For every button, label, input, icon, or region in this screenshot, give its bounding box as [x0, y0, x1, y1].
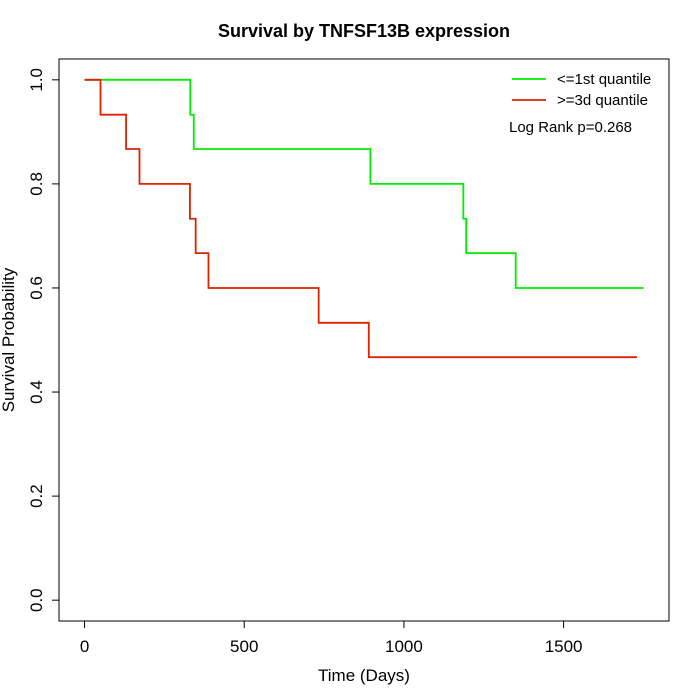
x-axis: 0 500 1000 1500	[80, 620, 583, 656]
survival-curve-low	[84, 78, 644, 289]
x-tick-label: 1000	[385, 637, 423, 656]
y-tick-label: 0.2	[27, 484, 46, 508]
survival-curve-high	[84, 78, 638, 359]
y-axis-label: Survival Probability	[0, 267, 18, 412]
y-axis: 0.0 0.2 0.4 0.6 0.8 1.0	[27, 68, 60, 612]
x-axis-label: Time (Days)	[318, 666, 410, 685]
x-tick-label: 0	[80, 637, 89, 656]
chart-title: Survival by TNFSF13B expression	[218, 21, 510, 41]
plot-frame	[58, 58, 670, 622]
y-tick-label: 0.6	[27, 276, 46, 300]
logrank-annotation: Log Rank p=0.268	[509, 119, 632, 136]
y-tick-label: 0.0	[27, 588, 46, 612]
legend: <=1st quantile >=3d quantile	[512, 71, 651, 109]
survival-curves	[84, 78, 644, 359]
y-tick-label: 0.8	[27, 172, 46, 196]
legend-label-low: <=1st quantile	[557, 71, 651, 88]
y-tick-label: 1.0	[27, 68, 46, 92]
y-tick-label: 0.4	[27, 380, 46, 404]
legend-label-high: >=3d quantile	[557, 92, 648, 109]
x-tick-label: 500	[230, 637, 258, 656]
x-tick-label: 1500	[545, 637, 583, 656]
